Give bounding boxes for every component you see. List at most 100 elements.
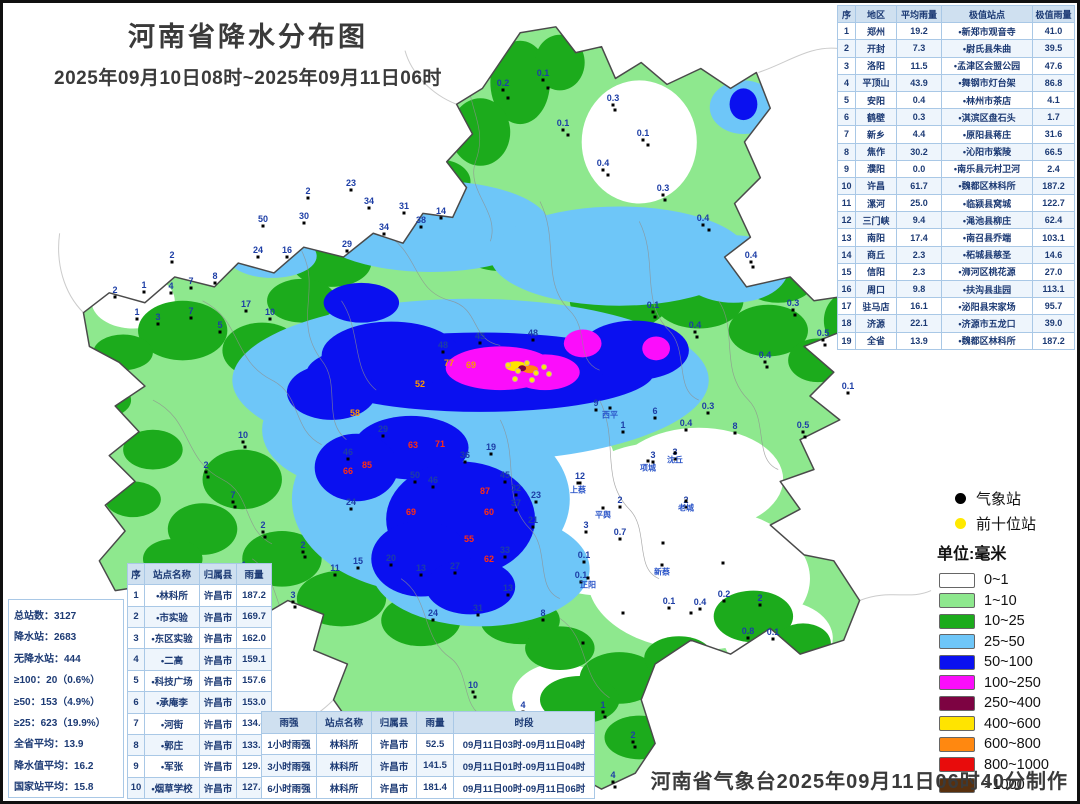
table-cell: 7.3 [896,39,942,58]
table-cell: 181.4 [416,776,454,799]
table-cell: •科技广场 [144,669,200,693]
table-cell: 许昌市 [199,733,237,757]
title-block: 河南省降水分布图 2025年09月10日08时~2025年09月11日06时 [33,15,463,90]
table-cell: 6小时雨强 [261,776,317,799]
legend-color-swatch [939,613,975,629]
legend-color-swatch [939,572,975,588]
table-cell: 159.1 [236,648,272,671]
table-row: 11 漯河 25.0 •临颍县窝城 122.7 [837,194,1075,213]
table-cell: 8 [127,733,145,757]
legend-range-label: 800~1000 [984,756,1049,773]
table-cell: 1 [127,584,145,607]
table-cell: 169.7 [236,605,272,629]
table-cell: 5 [127,669,145,693]
legend-item: 800~1000 [923,755,1073,776]
table-cell: 濮阳 [855,159,897,178]
table-cell: 11.5 [896,56,942,75]
table-row: 1小时雨强 林科所 许昌市 52.5 09月11日03时-09月11日04时 [261,732,595,756]
weather-station-label: 气象站 [976,491,1022,508]
table-cell: •二高 [144,648,200,671]
column-header: 平均雨量 [896,4,942,24]
stat-line: 全省平均：13.9 [14,739,84,751]
table-row: 2 开封 7.3 •尉氏县朱曲 39.5 [837,39,1075,58]
table-cell: 19.2 [896,22,942,41]
table-cell: 27.0 [1032,262,1075,282]
table-cell: •原阳县蒋庄 [941,125,1033,144]
column-header: 雨强 [261,710,317,734]
table-cell: 4.1 [1032,90,1075,110]
table-cell: 30.2 [896,142,942,161]
stat-line: ≥50：153（4.9%） [14,696,101,708]
table-cell: 2.4 [1032,159,1075,178]
legend-range-label: 250~400 [984,695,1041,712]
table-cell: 16 [837,279,856,299]
table-cell: 信阳 [855,262,897,282]
table-cell: •林州市茶店 [941,90,1033,110]
page-title: 河南省降水分布图 [128,22,368,52]
table-cell: 18 [837,314,856,333]
table-cell: 1 [837,22,856,41]
column-header: 站点名称 [144,562,200,586]
legend-range-label: 600~800 [984,736,1041,753]
table-row: 13 南阳 17.4 •南召县乔端 103.1 [837,228,1075,247]
legend-color-swatch [939,593,975,609]
table-cell: 14.6 [1032,245,1075,264]
legend-range-label: 50~100 [984,654,1033,671]
neighbour-boundaries [58,47,932,729]
table-cell: 12 [837,211,856,230]
table-cell: 62.4 [1032,211,1075,230]
table-cell: 1.7 [1032,108,1075,127]
table-row: 8 焦作 30.2 •沁阳市紫陵 66.5 [837,142,1075,161]
table-cell: 3小时雨强 [261,754,317,778]
table-cell: 2.3 [896,245,942,264]
column-header: 地区 [855,4,897,24]
table-cell: 10 [127,776,145,800]
table-row: 7 •河街 许昌市 134.4 [127,712,272,735]
table-cell: •柘城县慈圣 [941,245,1033,264]
table-cell: 6 [837,108,856,127]
table-cell: 19 [837,331,856,350]
table-row: 2 •市实验 许昌市 169.7 [127,605,272,629]
issuer-footer: 河南省气象台2025年09月11日06时40分制作 [650,771,1068,793]
table-cell: 66.5 [1032,142,1075,161]
table-cell: •淇滨区盘石头 [941,108,1033,127]
table-cell: 漯河 [855,194,897,213]
table-cell: 52.5 [416,732,454,756]
legend-color-swatch [939,777,975,793]
table-cell: •泌阳县宋家场 [941,297,1033,316]
table-row: 1 •林科所 许昌市 187.2 [127,584,272,607]
table-cell: 122.7 [1032,194,1075,213]
legend-weather-station: 气象站 [923,486,1073,511]
table-cell: 许昌市 [199,669,237,693]
legend-item: 600~800 [923,734,1073,755]
table-cell: 157.6 [236,669,272,693]
table-cell: 全省 [855,331,897,350]
county-boundaries [152,62,779,718]
region-average-rainfall-table: 序地区 平均雨量 极值站点 极值雨量 1 郑州 19.2 •新郑市观音寺 41.0 2 开封 7.3 •… [837,4,1075,350]
table-cell: •浉河区桃花源 [941,262,1033,282]
table-cell: 许昌市 [199,605,237,629]
table-cell: •魏都区林科所 [941,176,1033,196]
table-cell: 许昌市 [371,732,417,756]
table-cell: 9.4 [896,211,942,230]
table-cell: 39.0 [1032,314,1075,333]
table-row: 15 信阳 2.3 •浉河区桃花源 27.0 [837,262,1075,282]
table-cell: 153.0 [236,691,272,714]
legend-item: 0~1 [923,570,1073,591]
table-cell: •舞钢市灯台架 [941,73,1033,92]
table-cell: 103.1 [1032,228,1075,247]
table-cell: 0.4 [896,90,942,110]
table-cell: 林科所 [316,754,372,778]
table-cell: 8 [837,142,856,161]
table-cell: 162.0 [236,626,272,650]
legend-scale: 0~1 1~10 10~25 25~50 50~100 100~250 250~… [923,570,1073,796]
table-row: 6 •承庵李 许昌市 153.0 [127,691,272,714]
table-cell: 济源 [855,314,897,333]
stat-line: ≥25：623（19.9%） [14,718,106,730]
table-cell: 43.9 [896,73,942,92]
table-cell: 三门峡 [855,211,897,230]
table-cell: •尉氏县朱曲 [941,39,1033,58]
table-cell: •市实验 [144,605,200,629]
table-cell: 许昌市 [199,626,237,650]
